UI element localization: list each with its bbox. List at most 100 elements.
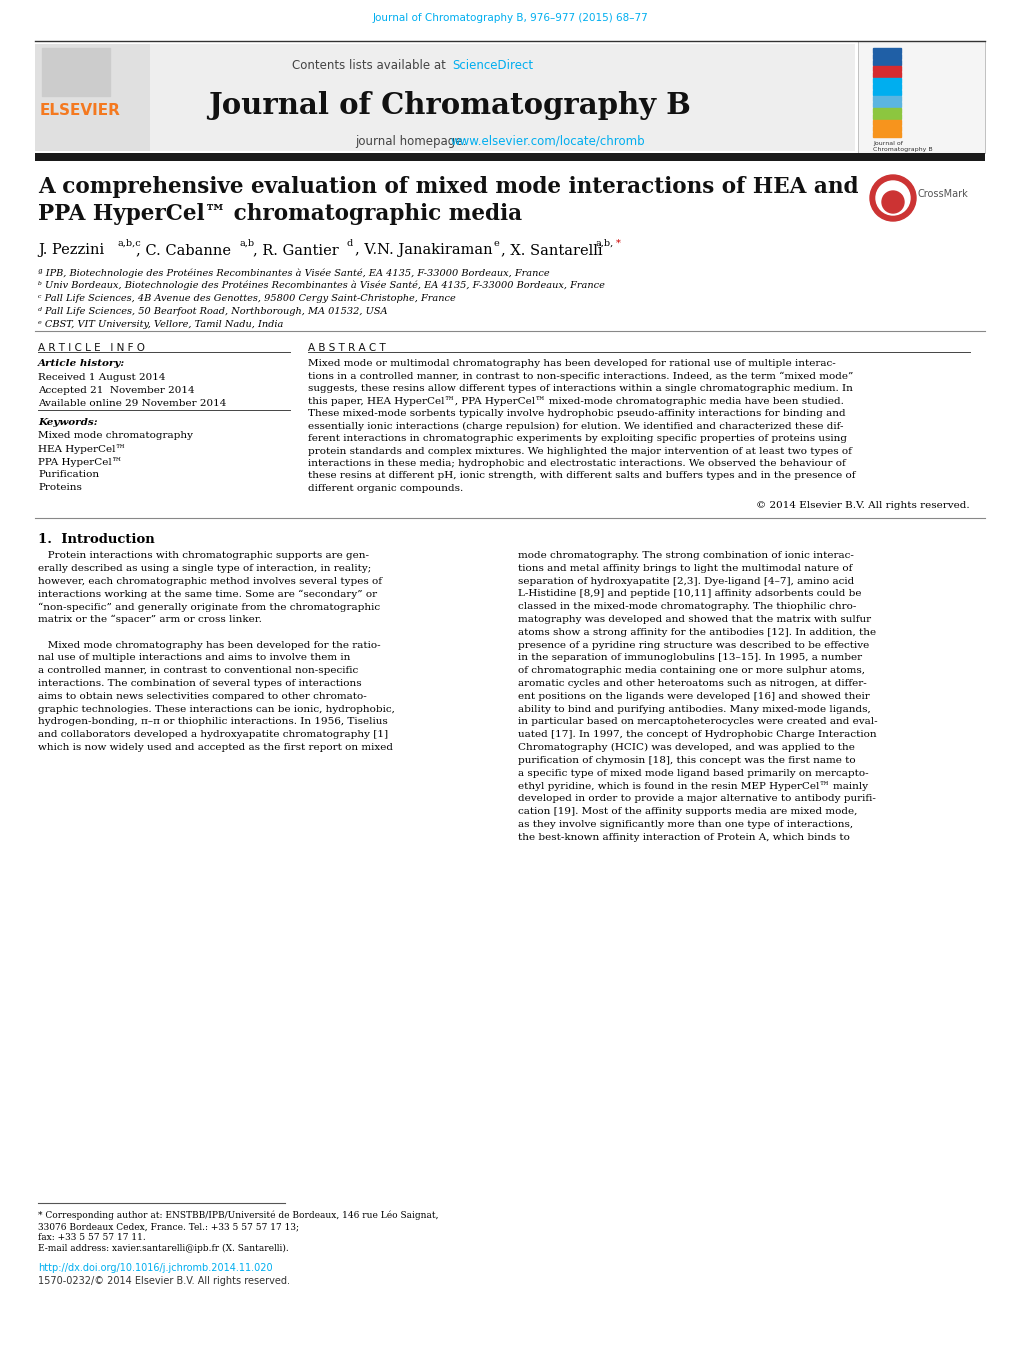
Text: in particular based on mercaptoheterocycles were created and eval-: in particular based on mercaptoheterocyc…	[518, 717, 876, 727]
Text: classed in the mixed-mode chromatography. The thiophilic chro-: classed in the mixed-mode chromatography…	[518, 603, 856, 611]
Text: A comprehensive evaluation of mixed mode interactions of HEA and: A comprehensive evaluation of mixed mode…	[38, 176, 858, 199]
Text: HEA HyperCel™: HEA HyperCel™	[38, 444, 125, 454]
Bar	[872, 108, 900, 113]
Text: www.elsevier.com/locate/chromb: www.elsevier.com/locate/chromb	[450, 135, 645, 149]
Text: interactions. The combination of several types of interactions: interactions. The combination of several…	[38, 680, 362, 688]
Bar	[872, 96, 900, 101]
Text: J. Pezzini: J. Pezzini	[38, 243, 104, 257]
Text: © 2014 Elsevier B.V. All rights reserved.: © 2014 Elsevier B.V. All rights reserved…	[756, 500, 969, 509]
Text: Mixed mode or multimodal chromatography has been developed for rational use of m: Mixed mode or multimodal chromatography …	[308, 359, 835, 367]
Text: ability to bind and purifying antibodies. Many mixed-mode ligands,: ability to bind and purifying antibodies…	[518, 705, 870, 713]
Text: these resins at different pH, ionic strength, with different salts and buffers t: these resins at different pH, ionic stre…	[308, 471, 855, 481]
Text: e: e	[493, 239, 499, 249]
Text: protein standards and complex mixtures. We highlighted the major intervention of: protein standards and complex mixtures. …	[308, 446, 851, 455]
Text: presence of a pyridine ring structure was described to be effective: presence of a pyridine ring structure wa…	[518, 640, 868, 650]
Text: journal homepage:: journal homepage:	[355, 135, 470, 149]
Bar	[872, 54, 900, 59]
Text: These mixed-mode sorbents typically involve hydrophobic pseudo-affinity interact: These mixed-mode sorbents typically invo…	[308, 409, 845, 417]
Bar	[872, 101, 900, 107]
Text: PPA HyperCel™: PPA HyperCel™	[38, 457, 122, 466]
Text: atoms show a strong affinity for the antibodies [12]. In addition, the: atoms show a strong affinity for the ant…	[518, 628, 875, 636]
Text: matrix or the “spacer” arm or cross linker.: matrix or the “spacer” arm or cross link…	[38, 615, 262, 624]
Text: aromatic cycles and other heteroatoms such as nitrogen, at differ-: aromatic cycles and other heteroatoms su…	[518, 680, 866, 688]
Circle shape	[881, 190, 903, 213]
Text: ᵇ Univ Bordeaux, Biotechnologie des Protéines Recombinantes à Visée Santé, EA 41: ᵇ Univ Bordeaux, Biotechnologie des Prot…	[38, 281, 604, 290]
Text: CrossMark: CrossMark	[917, 189, 968, 199]
Text: ScienceDirect: ScienceDirect	[451, 59, 533, 72]
Text: Chromatography (HCIC) was developed, and was applied to the: Chromatography (HCIC) was developed, and…	[518, 743, 854, 753]
Text: aims to obtain news selectivities compared to other chromato-: aims to obtain news selectivities compar…	[38, 692, 367, 701]
Text: as they involve significantly more than one type of interactions,: as they involve significantly more than …	[518, 820, 852, 828]
Text: hydrogen-bonding, π–π or thiophilic interactions. In 1956, Tiselius: hydrogen-bonding, π–π or thiophilic inte…	[38, 717, 387, 727]
Text: Accepted 21  November 2014: Accepted 21 November 2014	[38, 386, 195, 394]
Text: mode chromatography. The strong combination of ionic interac-: mode chromatography. The strong combinat…	[518, 551, 853, 561]
Text: cation [19]. Most of the affinity supports media are mixed mode,: cation [19]. Most of the affinity suppor…	[518, 807, 857, 816]
Bar	[872, 49, 900, 53]
Text: , R. Gantier: , R. Gantier	[253, 243, 338, 257]
Text: Contents lists available at: Contents lists available at	[292, 59, 449, 72]
Circle shape	[875, 181, 909, 215]
Text: developed in order to provide a major alternative to antibody purifi-: developed in order to provide a major al…	[518, 794, 875, 804]
Text: Purification: Purification	[38, 470, 99, 480]
Text: a specific type of mixed mode ligand based primarily on mercapto-: a specific type of mixed mode ligand bas…	[518, 769, 868, 778]
Text: d: d	[346, 239, 353, 249]
Text: interactions in these media; hydrophobic and electrostatic interactions. We obse: interactions in these media; hydrophobic…	[308, 459, 845, 467]
Text: in the separation of immunoglobulins [13–15]. In 1995, a number: in the separation of immunoglobulins [13…	[518, 654, 861, 662]
Text: , C. Cabanne: , C. Cabanne	[136, 243, 230, 257]
Text: ELSEVIER: ELSEVIER	[40, 103, 121, 118]
Text: a,b,: a,b,	[595, 239, 613, 249]
Text: interactions working at the same time. Some are “secondary” or: interactions working at the same time. S…	[38, 589, 377, 598]
Text: ethyl pyridine, which is found in the resin MEP HyperCel™ mainly: ethyl pyridine, which is found in the re…	[518, 781, 867, 790]
Text: a controlled manner, in contrast to conventional non-specific: a controlled manner, in contrast to conv…	[38, 666, 358, 676]
Text: Journal of
Chromatography B: Journal of Chromatography B	[872, 141, 931, 151]
Text: 33076 Bordeaux Cedex, France. Tel.: +33 5 57 57 17 13;: 33076 Bordeaux Cedex, France. Tel.: +33 …	[38, 1223, 299, 1231]
Text: Keywords:: Keywords:	[38, 417, 98, 427]
Text: Journal of Chromatography B: Journal of Chromatography B	[208, 91, 691, 120]
Text: *: *	[615, 239, 621, 249]
Text: PPA HyperCel™ chromatographic media: PPA HyperCel™ chromatographic media	[38, 203, 522, 226]
Circle shape	[869, 176, 915, 222]
Text: ᶜ Pall Life Sciences, 4B Avenue des Genottes, 95800 Cergy Saint-Christophe, Fran: ᶜ Pall Life Sciences, 4B Avenue des Geno…	[38, 295, 455, 303]
FancyBboxPatch shape	[35, 153, 984, 161]
Text: Mixed mode chromatography has been developed for the ratio-: Mixed mode chromatography has been devel…	[38, 640, 380, 650]
Text: nal use of multiple interactions and aims to involve them in: nal use of multiple interactions and aim…	[38, 654, 351, 662]
Text: , X. Santarelli: , X. Santarelli	[500, 243, 602, 257]
Text: 1570-0232/© 2014 Elsevier B.V. All rights reserved.: 1570-0232/© 2014 Elsevier B.V. All right…	[38, 1275, 289, 1286]
Text: graphic technologies. These interactions can be ionic, hydrophobic,: graphic technologies. These interactions…	[38, 705, 394, 713]
Text: A R T I C L E   I N F O: A R T I C L E I N F O	[38, 343, 145, 353]
Text: ª IPB, Biotechnologie des Protéines Recombinantes à Visée Santé, EA 4135, F-3300: ª IPB, Biotechnologie des Protéines Reco…	[38, 267, 549, 277]
Text: Mixed mode chromatography: Mixed mode chromatography	[38, 431, 193, 440]
Bar	[872, 126, 900, 131]
Bar	[872, 84, 900, 89]
Text: suggests, these resins allow different types of interactions within a single chr: suggests, these resins allow different t…	[308, 384, 852, 393]
Text: 1.  Introduction: 1. Introduction	[38, 534, 155, 546]
Text: Proteins: Proteins	[38, 484, 82, 492]
Text: , V.N. Janakiraman: , V.N. Janakiraman	[355, 243, 492, 257]
Bar	[872, 72, 900, 77]
Text: however, each chromatographic method involves several types of: however, each chromatographic method inv…	[38, 577, 382, 585]
Text: fax: +33 5 57 57 17 11.: fax: +33 5 57 57 17 11.	[38, 1233, 146, 1242]
Bar	[872, 91, 900, 95]
Text: of chromatographic media containing one or more sulphur atoms,: of chromatographic media containing one …	[518, 666, 864, 676]
FancyBboxPatch shape	[857, 41, 984, 153]
Text: Protein interactions with chromatographic supports are gen-: Protein interactions with chromatographi…	[38, 551, 369, 561]
Text: a,b: a,b	[239, 239, 255, 249]
Bar	[872, 66, 900, 72]
Text: http://dx.doi.org/10.1016/j.jchromb.2014.11.020: http://dx.doi.org/10.1016/j.jchromb.2014…	[38, 1263, 272, 1273]
Text: ferent interactions in chromatographic experiments by exploiting specific proper: ferent interactions in chromatographic e…	[308, 434, 846, 443]
Bar	[872, 78, 900, 82]
Text: erally described as using a single type of interaction, in reality;: erally described as using a single type …	[38, 563, 371, 573]
Text: “non-specific” and generally originate from the chromatographic: “non-specific” and generally originate f…	[38, 603, 380, 612]
Text: ᵈ Pall Life Sciences, 50 Bearfoot Road, Northborough, MA 01532, USA: ᵈ Pall Life Sciences, 50 Bearfoot Road, …	[38, 307, 387, 316]
Text: different organic compounds.: different organic compounds.	[308, 484, 463, 493]
Text: separation of hydroxyapatite [2,3]. Dye-ligand [4–7], amino acid: separation of hydroxyapatite [2,3]. Dye-…	[518, 577, 854, 585]
Bar	[872, 120, 900, 126]
Bar	[872, 132, 900, 136]
Text: * Corresponding author at: ENSTBB/IPB/Université de Bordeaux, 146 rue Léo Saigna: * Corresponding author at: ENSTBB/IPB/Un…	[38, 1210, 438, 1220]
Text: A B S T R A C T: A B S T R A C T	[308, 343, 385, 353]
Text: ᵉ CBST, VIT University, Vellore, Tamil Nadu, India: ᵉ CBST, VIT University, Vellore, Tamil N…	[38, 320, 283, 330]
Text: tions in a controlled manner, in contrast to non-specific interactions. Indeed, : tions in a controlled manner, in contras…	[308, 372, 853, 381]
Bar	[872, 113, 900, 119]
Text: Received 1 August 2014: Received 1 August 2014	[38, 373, 165, 382]
Text: purification of chymosin [18], this concept was the first name to: purification of chymosin [18], this conc…	[518, 755, 855, 765]
